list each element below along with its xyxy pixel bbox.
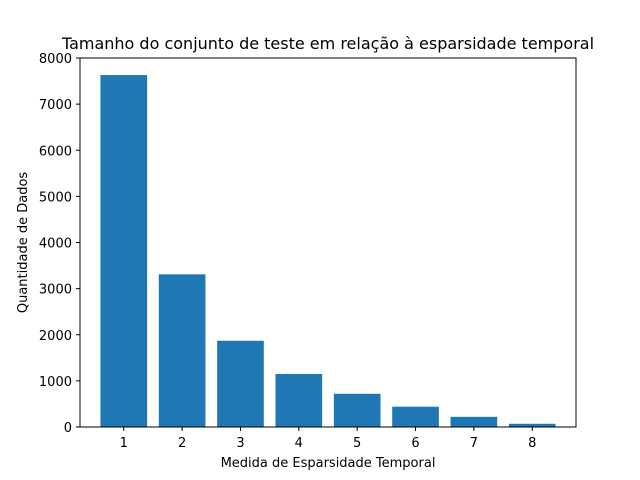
bar-3 <box>217 340 264 427</box>
x-tick-label: 2 <box>178 436 186 451</box>
plot-frame <box>79 57 577 428</box>
bar-4 <box>275 373 323 427</box>
x-tick-label: 1 <box>120 436 128 451</box>
x-tick-label: 5 <box>353 436 361 451</box>
y-tick-label: 6000 <box>39 144 72 159</box>
x-tick-label: 8 <box>528 436 536 451</box>
y-tick-label: 0 <box>64 421 72 436</box>
y-axis-ticks: 0 1000 2000 3000 4000 5000 6000 7000 8000 <box>39 52 80 436</box>
x-axis-label: Medida de Esparsidade Temporal <box>221 456 436 471</box>
bar-6 <box>392 406 439 427</box>
y-tick-label: 7000 <box>39 98 72 113</box>
bar-7 <box>450 416 498 427</box>
bar-2 <box>158 274 206 427</box>
x-tick-label: 6 <box>411 436 419 451</box>
x-tick-label: 4 <box>295 436 303 451</box>
bars-group <box>100 75 556 427</box>
x-tick-label: 7 <box>470 436 478 451</box>
y-tick-label: 2000 <box>39 329 72 344</box>
y-tick-label: 1000 <box>39 375 72 390</box>
y-tick-label: 4000 <box>39 237 72 252</box>
y-axis-label: Quantidade de Dados <box>16 172 31 314</box>
y-tick-label: 5000 <box>39 190 72 205</box>
bar-5 <box>333 393 381 427</box>
bar-8 <box>508 423 556 427</box>
x-tick-label: 3 <box>236 436 244 451</box>
y-tick-label: 8000 <box>39 52 72 67</box>
x-axis-ticks: 1 2 3 4 5 6 7 8 <box>120 427 536 451</box>
chart-title: Tamanho do conjunto de teste em relação … <box>61 34 594 53</box>
bar-1 <box>100 75 148 427</box>
y-tick-label: 3000 <box>39 283 72 298</box>
